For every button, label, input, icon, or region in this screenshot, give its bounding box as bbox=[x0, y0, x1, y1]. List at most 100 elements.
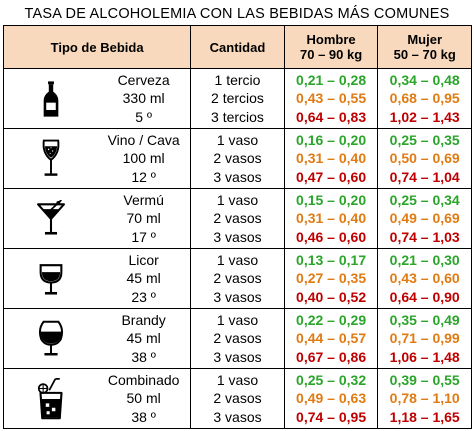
hombre-value: 0,43 – 0,55 bbox=[296, 90, 367, 107]
hombre-value: 0,44 – 0,57 bbox=[296, 330, 367, 347]
quantity-cell: 1 vaso 2 vasos 3 vasos bbox=[190, 188, 285, 249]
mujer-value: 1,18 – 1,65 bbox=[389, 408, 460, 425]
drink-icon-cell bbox=[3, 308, 98, 369]
mujer-value: 0,21 – 0,30 bbox=[389, 251, 460, 268]
quantity-cell: 1 tercio 2 tercios 3 tercios bbox=[190, 68, 285, 129]
mujer-value: 0,78 – 1,10 bbox=[389, 390, 460, 407]
drink-degree: 38 º bbox=[131, 348, 156, 365]
mixed-drink-icon bbox=[36, 378, 66, 420]
drink-degree: 12 º bbox=[131, 168, 156, 185]
hombre-value: 0,47 – 0,60 bbox=[296, 168, 367, 185]
drink-volume: 50 ml bbox=[126, 390, 161, 407]
quantity-value: 1 vaso bbox=[216, 131, 259, 148]
drink-name: Vino / Cava bbox=[107, 131, 180, 148]
mujer-value: 0,34 – 0,48 bbox=[389, 71, 460, 88]
hombre-value: 0,27 – 0,35 bbox=[296, 270, 367, 287]
mujer-cell: 0,34 – 0,48 0,68 – 0,95 1,02 – 1,43 bbox=[377, 68, 472, 129]
hombre-value: 0,31 – 0,40 bbox=[296, 150, 367, 167]
mujer-value: 1,02 – 1,43 bbox=[389, 108, 460, 125]
drink-name-cell: Brandy 45 ml 38 º bbox=[97, 308, 192, 369]
drink-icon-cell bbox=[3, 188, 98, 249]
quantity-value: 1 vaso bbox=[216, 311, 259, 328]
mujer-value: 0,74 – 1,04 bbox=[389, 168, 460, 185]
table-row: Cerveza 330 ml 5 º 1 tercio 2 tercios 3 ter… bbox=[3, 68, 472, 129]
drink-degree: 23 º bbox=[131, 288, 156, 305]
mujer-value: 0,50 – 0,69 bbox=[389, 150, 460, 167]
mujer-cell: 0,25 – 0,34 0,49 – 0,69 0,74 – 1,03 bbox=[377, 188, 472, 249]
drink-icon-cell bbox=[3, 68, 98, 129]
header-tipo: Tipo de Bebida bbox=[2, 25, 192, 69]
mujer-value: 0,74 – 1,03 bbox=[389, 228, 460, 245]
quantity-value: 3 vasos bbox=[213, 228, 262, 245]
mujer-value: 0,25 – 0,35 bbox=[389, 131, 460, 148]
hombre-value: 0,74 – 0,95 bbox=[296, 408, 367, 425]
table-row: Combinado 50 ml 38 º 1 vaso 2 vasos 3 vasos… bbox=[3, 368, 472, 429]
brandy-glass-icon bbox=[37, 318, 65, 360]
header-hombre: Hombre 70 – 90 kg bbox=[283, 25, 379, 69]
liqueur-glass-icon bbox=[36, 260, 66, 298]
mujer-value: 1,06 – 1,48 bbox=[389, 348, 460, 365]
beer-bottle-icon bbox=[40, 77, 62, 121]
quantity-value: 3 vasos bbox=[213, 408, 262, 425]
hombre-value: 0,67 – 0,86 bbox=[296, 348, 367, 365]
drink-name-cell: Combinado 50 ml 38 º bbox=[97, 368, 192, 429]
hombre-cell: 0,21 – 0,28 0,43 – 0,55 0,64 – 0,83 bbox=[283, 68, 379, 129]
mujer-value: 0,68 – 0,95 bbox=[389, 90, 460, 107]
header-row: Tipo de Bebida Cantidad Hombre 70 – 90 kg… bbox=[2, 25, 472, 69]
drink-degree: 38 º bbox=[131, 408, 156, 425]
drink-degree: 5 º bbox=[135, 108, 153, 125]
quantity-value: 1 tercio bbox=[214, 71, 261, 88]
drink-name: Licor bbox=[128, 251, 159, 268]
hombre-cell: 0,25 – 0,32 0,49 – 0,63 0,74 – 0,95 bbox=[283, 368, 379, 429]
header-mujer: Mujer 50 – 70 kg bbox=[377, 25, 472, 69]
hombre-value: 0,15 – 0,20 bbox=[296, 191, 367, 208]
mujer-value: 0,39 – 0,55 bbox=[389, 371, 460, 388]
drink-volume: 45 ml bbox=[126, 330, 161, 347]
table-row: Brandy 45 ml 38 º 1 vaso 2 vasos 3 vasos 0,2… bbox=[3, 308, 472, 369]
hombre-value: 0,22 – 0,29 bbox=[296, 311, 367, 328]
quantity-value: 2 vasos bbox=[213, 390, 262, 407]
page-title: TASA DE ALCOHOLEMIA CON LAS BEBIDAS MÁS … bbox=[24, 6, 450, 22]
mujer-value: 0,64 – 0,90 bbox=[389, 288, 460, 305]
table-row: Vino / Cava 100 ml 12 º 1 vaso 2 vasos 3 va… bbox=[3, 128, 472, 189]
drink-name: Brandy bbox=[121, 311, 166, 328]
mujer-value: 0,49 – 0,69 bbox=[389, 210, 460, 227]
quantity-value: 3 tercios bbox=[211, 108, 264, 125]
quantity-cell: 1 vaso 2 vasos 3 vasos bbox=[190, 308, 285, 369]
mujer-cell: 0,39 – 0,55 0,78 – 1,10 1,18 – 1,65 bbox=[377, 368, 472, 429]
alcohol-table: Tipo de Bebida Cantidad Hombre 70 – 90 kg… bbox=[2, 25, 472, 429]
hombre-value: 0,46 – 0,60 bbox=[296, 228, 367, 245]
quantity-value: 1 vaso bbox=[216, 371, 259, 388]
mujer-value: 0,35 – 0,49 bbox=[389, 311, 460, 328]
drink-volume: 330 ml bbox=[122, 90, 165, 107]
drink-name-cell: Vino / Cava 100 ml 12 º bbox=[97, 128, 192, 189]
drink-name-cell: Cerveza 330 ml 5 º bbox=[97, 68, 192, 129]
hombre-value: 0,31 – 0,40 bbox=[296, 210, 367, 227]
drink-icon-cell bbox=[3, 248, 98, 309]
wine-glass-icon bbox=[39, 138, 63, 180]
mujer-cell: 0,21 – 0,30 0,43 – 0,60 0,64 – 0,90 bbox=[377, 248, 472, 309]
quantity-cell: 1 vaso 2 vasos 3 vasos bbox=[190, 128, 285, 189]
mujer-cell: 0,25 – 0,35 0,50 – 0,69 0,74 – 1,04 bbox=[377, 128, 472, 189]
header-mujer-range: 50 – 70 kg bbox=[393, 47, 456, 62]
hombre-value: 0,21 – 0,28 bbox=[296, 71, 367, 88]
drink-icon-cell bbox=[3, 128, 98, 189]
quantity-cell: 1 vaso 2 vasos 3 vasos bbox=[190, 368, 285, 429]
hombre-value: 0,40 – 0,52 bbox=[296, 288, 367, 305]
hombre-cell: 0,16 – 0,20 0,31 – 0,40 0,47 – 0,60 bbox=[283, 128, 379, 189]
header-hombre-range: 70 – 90 kg bbox=[300, 47, 363, 62]
drink-icon-cell bbox=[3, 368, 98, 429]
drink-name: Vermú bbox=[123, 191, 164, 208]
drink-name-cell: Vermú 70 ml 17 º bbox=[97, 188, 192, 249]
drink-name: Cerveza bbox=[117, 71, 170, 88]
drink-volume: 70 ml bbox=[126, 210, 161, 227]
mujer-value: 0,43 – 0,60 bbox=[389, 270, 460, 287]
mujer-value: 0,25 – 0,34 bbox=[389, 191, 460, 208]
hombre-value: 0,25 – 0,32 bbox=[296, 371, 367, 388]
drink-volume: 45 ml bbox=[126, 270, 161, 287]
hombre-cell: 0,22 – 0,29 0,44 – 0,57 0,67 – 0,86 bbox=[283, 308, 379, 369]
mujer-value: 0,71 – 0,99 bbox=[389, 330, 460, 347]
quantity-cell: 1 vaso 2 vasos 3 vasos bbox=[190, 248, 285, 309]
quantity-value: 3 vasos bbox=[213, 288, 262, 305]
mujer-cell: 0,35 – 0,49 0,71 – 0,99 1,06 – 1,48 bbox=[377, 308, 472, 369]
